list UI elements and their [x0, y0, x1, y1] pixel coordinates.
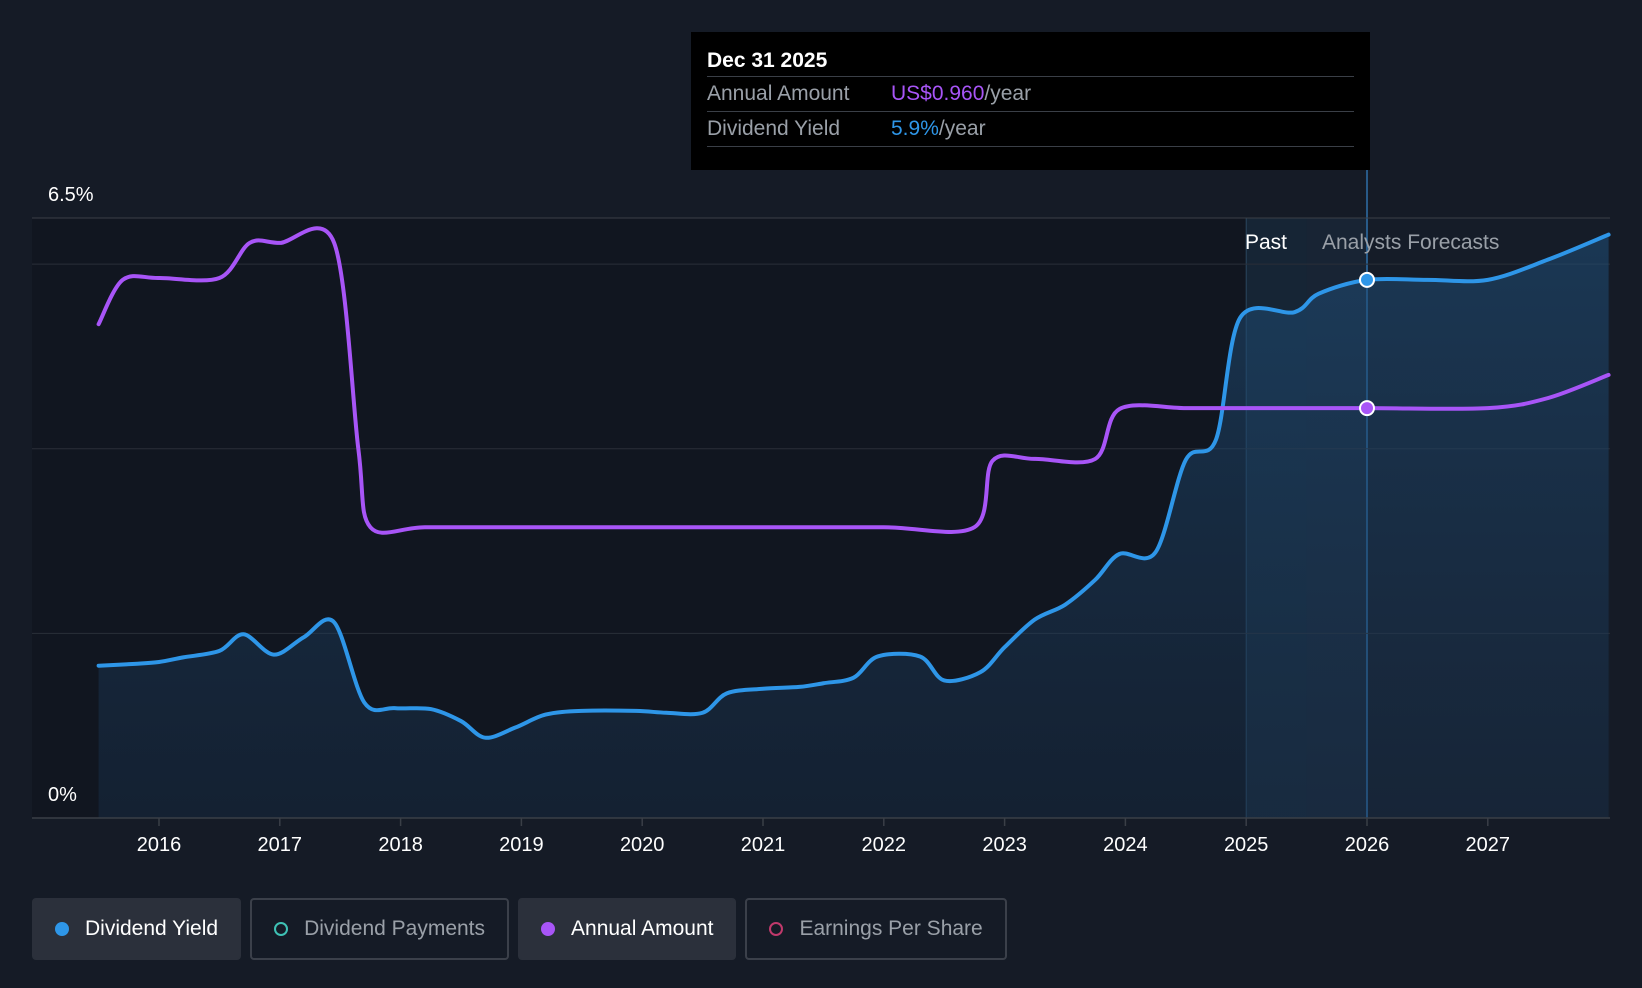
tooltip-amount-row: Annual Amount US$0.960/year	[707, 77, 1354, 112]
tooltip-amount-value: US$0.960	[891, 82, 985, 105]
annual-amount-line	[96, 226, 1611, 535]
tooltip-yield-unit: /year	[938, 117, 986, 140]
forecast-label: Analysts Forecasts	[1322, 231, 1499, 254]
dividend-yield-dot-icon	[55, 922, 69, 936]
tooltip-amount-label: Annual Amount	[707, 82, 850, 105]
annual-amount-marker	[1359, 400, 1375, 417]
x-tick-label: 2026	[1345, 834, 1390, 856]
x-tick-label: 2016	[137, 834, 182, 856]
legend-label: Annual Amount	[571, 917, 714, 940]
x-tick-label: 2027	[1466, 834, 1511, 856]
tooltip-yield-row: Dividend Yield 5.9%/year	[707, 112, 1354, 147]
tooltip-yield-value: 5.9%	[891, 117, 939, 140]
legend-annual-amount[interactable]: Annual Amount	[518, 898, 737, 960]
annual-amount-dot-icon	[541, 922, 556, 936]
dividend-yield-marker	[1359, 271, 1375, 288]
y-tick-label-top: 6.5%	[48, 184, 94, 206]
dividend-yield-area	[98, 234, 1609, 819]
past-label: Past	[1245, 231, 1287, 254]
x-tick-label: 2023	[982, 834, 1027, 856]
legend-dividend-payments[interactable]: Dividend Payments	[250, 898, 510, 960]
x-tick-label: 2018	[378, 834, 423, 856]
legend-label: Dividend Payments	[304, 917, 486, 940]
x-tick-label: 2019	[499, 834, 544, 856]
legend: Dividend Yield Dividend Payments Annual …	[32, 898, 1007, 960]
tooltip-yield-label: Dividend Yield	[707, 117, 841, 140]
tooltip-amount-unit: /year	[984, 82, 1032, 105]
tooltip: Dec 31 2025 Annual Amount US$0.960/year …	[691, 32, 1370, 170]
x-tick-label: 2025	[1224, 834, 1269, 856]
legend-dividend-yield[interactable]: Dividend Yield	[32, 898, 242, 960]
earnings-per-share-ring-icon	[769, 922, 784, 936]
x-tick-label: 2022	[862, 834, 907, 856]
y-tick-label-bottom: 0%	[48, 784, 77, 806]
x-tick-label: 2017	[258, 834, 303, 856]
x-tick-label: 2024	[1103, 834, 1148, 856]
dividend-payments-ring-icon	[274, 922, 289, 936]
dividend-yield-line	[96, 232, 1611, 740]
legend-label: Dividend Yield	[85, 917, 219, 940]
x-tick-label: 2020	[620, 834, 665, 856]
legend-label: Earnings Per Share	[799, 917, 983, 940]
tooltip-date: Dec 31 2025	[707, 46, 1354, 77]
x-tick-label: 2021	[741, 834, 786, 856]
legend-earnings-per-share[interactable]: Earnings Per Share	[745, 898, 1007, 960]
